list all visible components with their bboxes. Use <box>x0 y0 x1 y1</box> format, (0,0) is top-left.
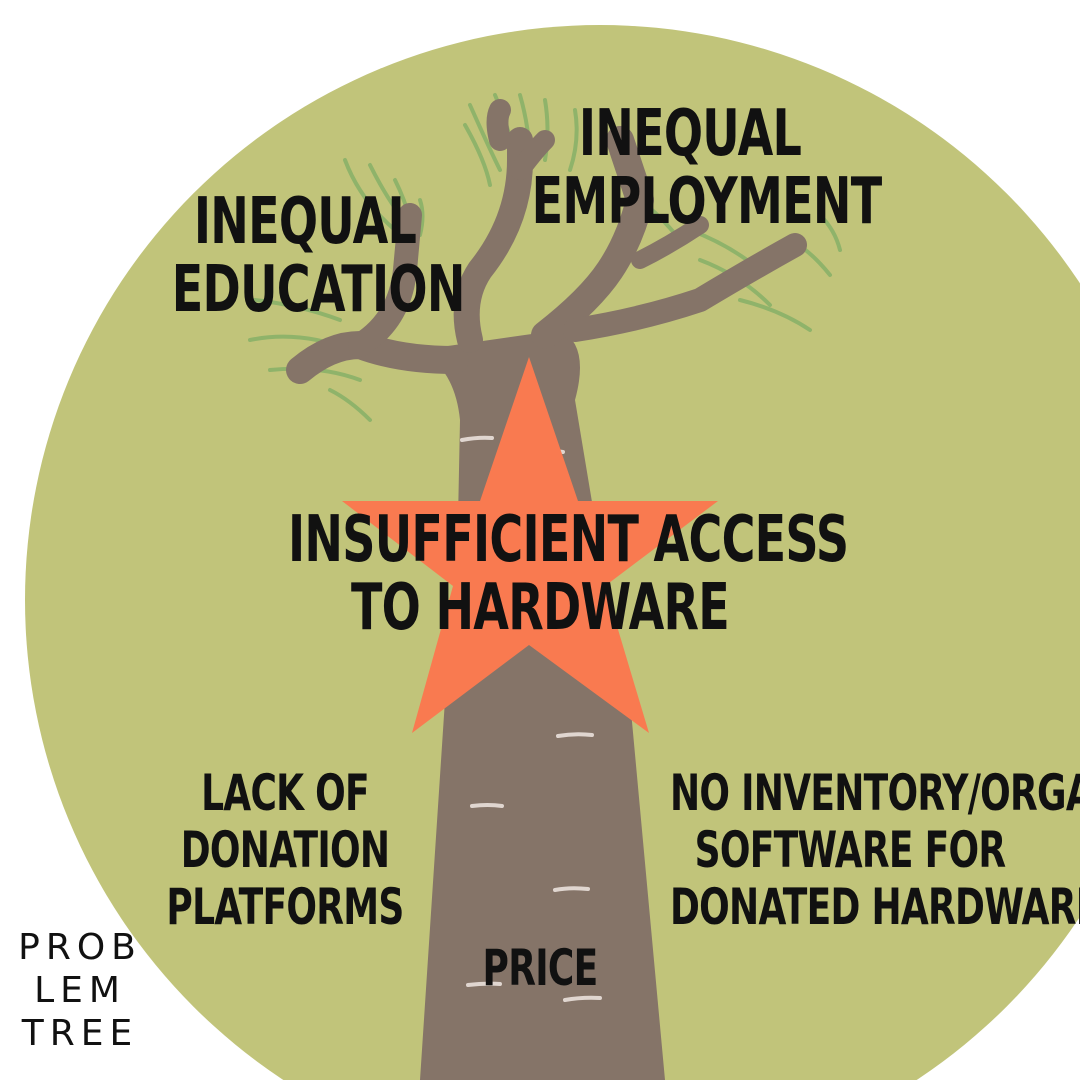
title-line-1: PROB <box>18 927 142 968</box>
cause-label-donation: LACK OF DONATION PLATFORMS <box>166 765 404 936</box>
cause-label-price: PRICE <box>461 940 619 997</box>
cause-price-line-1: PRICE <box>482 939 599 997</box>
core-problem-label: INSUFFICIENT ACCESS TO HARDWARE <box>288 503 849 645</box>
cause-donation-line-3: PLATFORMS <box>166 878 404 936</box>
title-line-3: TREE <box>21 1013 139 1054</box>
cause-label-inventory: NO INVENTORY/ORGA SOFTWARE FOR DONATED H… <box>670 764 1080 936</box>
cause-inventory-line-2: SOFTWARE FOR <box>694 821 1006 879</box>
cause-donation-line-1: LACK OF <box>201 764 370 822</box>
core-problem-line-2: TO HARDWARE <box>350 571 730 645</box>
diagram-title: PROB LEM TREE <box>10 926 150 1055</box>
effect-education-line-2: EDUCATION <box>171 253 466 327</box>
effect-label-employment: INEQUAL EMPLOYMENT <box>531 97 883 239</box>
core-problem-line-1: INSUFFICIENT ACCESS <box>288 503 849 577</box>
tree-branches <box>286 99 807 384</box>
effect-education-line-1: INEQUAL <box>193 185 417 259</box>
title-line-2: LEM <box>34 970 126 1011</box>
effect-employment-line-2: EMPLOYMENT <box>531 165 883 239</box>
effect-label-education: INEQUAL EDUCATION <box>171 185 466 327</box>
effect-employment-line-1: INEQUAL <box>578 97 802 171</box>
cause-inventory-line-3: DONATED HARDWARE <box>670 878 1080 936</box>
cause-inventory-line-1: NO INVENTORY/ORGA <box>670 764 1080 822</box>
star-icon <box>342 357 718 733</box>
cause-donation-line-2: DONATION <box>180 821 390 879</box>
